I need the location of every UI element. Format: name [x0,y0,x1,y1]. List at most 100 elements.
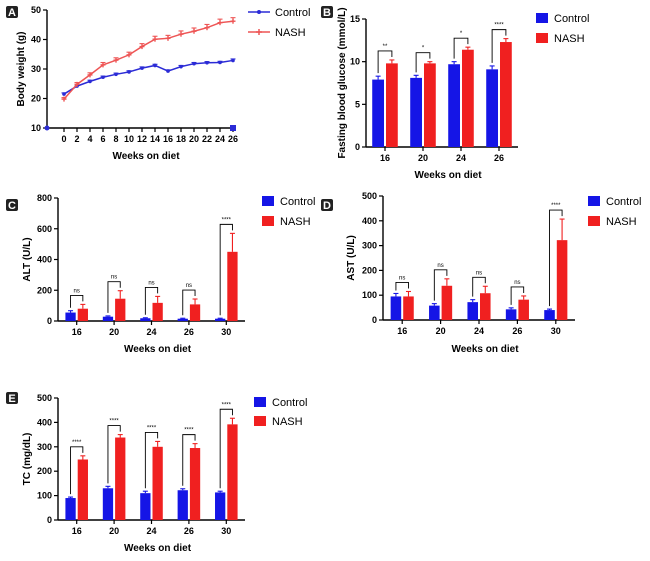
x-tick-label: 4 [87,134,92,144]
significance-label: ns [437,263,443,269]
data-point-control [140,66,144,70]
significance-label: ** [383,44,388,50]
x-tick-label: 26 [228,134,238,144]
x-axis-title: Weeks on diet [124,543,192,554]
x-axis-title: Weeks on diet [414,170,482,181]
axis-end-marker [230,125,236,131]
panel-label: D [323,200,331,212]
y-axis-title: Body weight (g) [16,32,27,107]
y-tick-label: 300 [37,442,52,452]
y-tick-label: 400 [37,255,52,265]
bar-nash [462,49,474,147]
y-tick-label: 0 [47,316,52,326]
y-axis-title: AST (U/L) [346,235,357,281]
significance-bracket [510,286,525,305]
panel-C: C 0 200 400 600 800 ALT (U/L) Weeks on diet 16 ns… [6,193,315,355]
x-tick-label: 24 [474,326,484,336]
data-point-control [153,63,157,68]
legend-swatch-control [254,397,266,407]
bar-nash [189,448,201,520]
bar-nash [500,42,512,147]
bar-control [372,79,384,147]
significance-bracket [219,223,233,316]
significance-label: **** [72,440,82,446]
bar-nash [480,293,491,320]
x-tick-label: 20 [436,326,446,336]
x-tick-label: 2 [74,134,79,144]
x-tick-label: 24 [215,134,225,144]
significance-bracket [395,282,409,291]
significance-label: ns [514,280,520,286]
bar-control [429,305,440,320]
x-tick-label: 24 [456,153,466,163]
significance-bracket [107,425,121,484]
x-tick-label: 24 [146,327,156,337]
significance-bracket [472,276,486,297]
data-point-control [205,61,209,65]
significance-label: ns [111,275,117,281]
x-tick-label: 30 [221,526,231,536]
legend-swatch-nash [536,33,548,43]
data-point-control [114,72,118,77]
y-tick-label: 20 [31,94,41,104]
bar-control [215,318,226,321]
legend-label-control: Control [275,7,310,19]
y-tick-label: 300 [362,241,377,251]
significance-label: * [422,46,425,52]
bar-nash [227,251,238,321]
bar-control [140,318,151,321]
significance-label: ns [148,280,154,286]
legend-swatch-control [536,13,548,23]
x-tick-label: 8 [113,134,118,144]
bar-nash [189,304,201,321]
x-tick-label: 26 [494,153,504,163]
panel-D: D 0 100 200 300 400 500 AST (U/L) Weeks on diet 1… [321,191,641,355]
legend-label-control: Control [272,397,307,409]
y-tick-label: 15 [350,14,360,24]
bar-nash [227,424,238,520]
bar-nash [152,446,163,520]
y-tick-label: 50 [31,5,41,15]
panel-label: C [8,200,16,212]
legend-swatch-nash [588,216,600,226]
y-tick-label: 10 [350,57,360,67]
significance-label: ns [74,288,80,294]
data-point-control [231,58,235,63]
bar-control [486,69,498,147]
legend-swatch-nash [254,416,266,426]
y-axis-title: Fasting blood glucose (mmol/L) [337,7,348,158]
legend-label-nash: NASH [606,216,637,228]
x-axis-title: Weeks on diet [112,151,180,162]
y-tick-label: 0 [372,315,377,325]
y-tick-label: 500 [37,393,52,403]
x-tick-label: 16 [397,326,407,336]
x-axis-title: Weeks on diet [124,344,192,355]
panel-label: E [8,393,15,405]
bar-nash [152,302,163,321]
significance-bracket [549,209,563,307]
significance-label: **** [109,419,119,425]
significance-bracket [70,446,84,495]
y-tick-label: 500 [362,191,377,201]
legend-label-nash: NASH [272,416,303,428]
significance-bracket [70,294,84,308]
significance-label: **** [494,23,504,29]
bar-control [544,310,555,320]
axis-end-marker [44,125,50,131]
bar-control [102,316,114,321]
y-tick-label: 40 [31,35,41,45]
x-tick-label: 30 [551,326,561,336]
bar-control [215,492,226,520]
y-tick-label: 100 [362,290,377,300]
y-axis-title: TC (mg/dL) [22,433,33,486]
significance-label: **** [184,428,194,434]
bar-control [390,296,402,320]
panel-label: B [323,7,331,19]
x-axis-title: Weeks on diet [451,344,519,355]
significance-label: **** [147,425,157,431]
significance-label: ns [186,283,192,289]
bar-nash [115,437,126,520]
x-tick-label: 30 [221,327,231,337]
legend-label-control: Control [280,196,315,208]
x-tick-label: 22 [202,134,212,144]
